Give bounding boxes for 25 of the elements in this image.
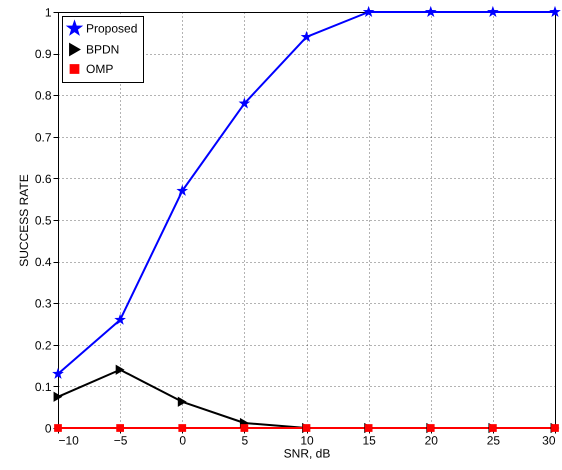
y-tick-label: 0.3 [34, 296, 52, 311]
y-tick-label: 0.1 [34, 380, 52, 394]
x-tick-label: 10 [300, 434, 314, 448]
y-tick-label: 0.8 [34, 88, 52, 103]
x-axis-title: SNR, dB [284, 446, 330, 460]
x-tick-label: 15 [362, 434, 376, 448]
y-tick-label: 0 [44, 422, 52, 436]
x-tick-label: 5 [242, 434, 249, 448]
x-tick-label: 20 [424, 434, 438, 448]
x-tick-label: −5 [114, 434, 128, 448]
x-tick-label: 0 [179, 434, 186, 448]
y-axis-title: SUCCESS RATE [16, 174, 31, 267]
x-tick-label: 25 [486, 434, 500, 448]
legend-label: Proposed [86, 22, 138, 36]
y-tick-label: 0.4 [34, 255, 52, 270]
x-tick-label: 30 [542, 434, 556, 448]
legend-label: OMP [86, 62, 114, 76]
legend-label: BPDN [86, 42, 120, 56]
y-tick-label: 1 [44, 6, 52, 20]
y-tick-label: 0.9 [34, 47, 52, 62]
x-tick-label: −10 [58, 434, 80, 448]
y-tick-label: 0.5 [34, 214, 52, 228]
y-tick-label: 0.6 [34, 172, 52, 186]
y-tick-label: 0.7 [34, 130, 52, 144]
y-tick-label: 0.2 [34, 338, 52, 352]
